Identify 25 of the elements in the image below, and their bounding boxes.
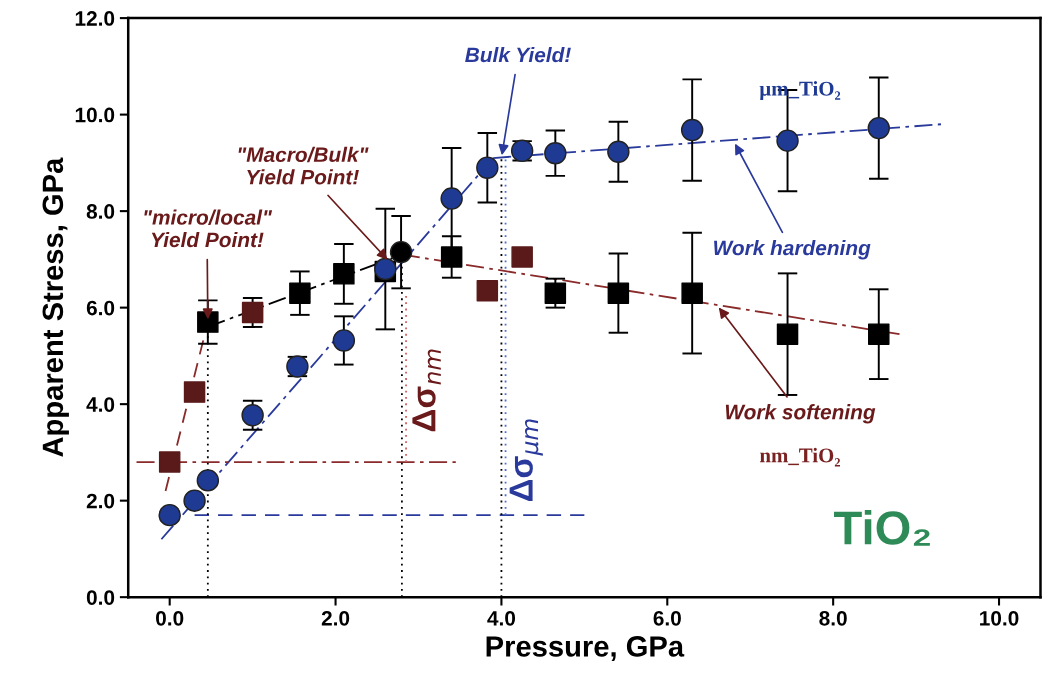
- x-tick-label: 8.0: [819, 610, 847, 626]
- annotation: TiO₂: [834, 510, 930, 546]
- y-tick-label: 2.0: [86, 493, 115, 509]
- annotation: "Macro/Bulk" Yield Point!: [238, 146, 369, 185]
- annotation: "micro/local" Yield Point!: [144, 209, 273, 248]
- x-tick-label: 4.0: [487, 610, 516, 626]
- y-tick-label: 6.0: [86, 300, 115, 316]
- x-tick-label: 0.0: [156, 610, 184, 626]
- y-tick-label: 4.0: [86, 397, 115, 412]
- x-tick-label: 10.0: [980, 610, 1019, 626]
- annotation: Δσ$_{nm}$: [412, 349, 441, 432]
- y-tick-label: 0.0: [86, 590, 115, 605]
- y-axis-title: Apparent Stress, GPa: [42, 157, 69, 457]
- y-tick-label: 10.0: [75, 107, 115, 123]
- annotation: Δσ$_{µm}$: [509, 419, 543, 502]
- y-tick-label: 8.0: [86, 204, 115, 219]
- x-tick-label: 2.0: [321, 610, 350, 626]
- text: nm_TiO₂: [759, 447, 841, 467]
- annotation: Bulk Yield!: [465, 46, 571, 63]
- y-tick-label: 12.0: [75, 11, 115, 26]
- x-axis-title: Pressure, GPa: [486, 636, 685, 661]
- x-tick-label: 6.0: [653, 610, 681, 626]
- annotation: Work softening: [725, 404, 876, 424]
- annotation: Work hardening: [714, 240, 871, 260]
- series-label: µm_TiO₂: [759, 81, 841, 100]
